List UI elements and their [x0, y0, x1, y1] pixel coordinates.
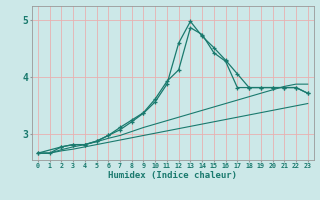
X-axis label: Humidex (Indice chaleur): Humidex (Indice chaleur) — [108, 171, 237, 180]
